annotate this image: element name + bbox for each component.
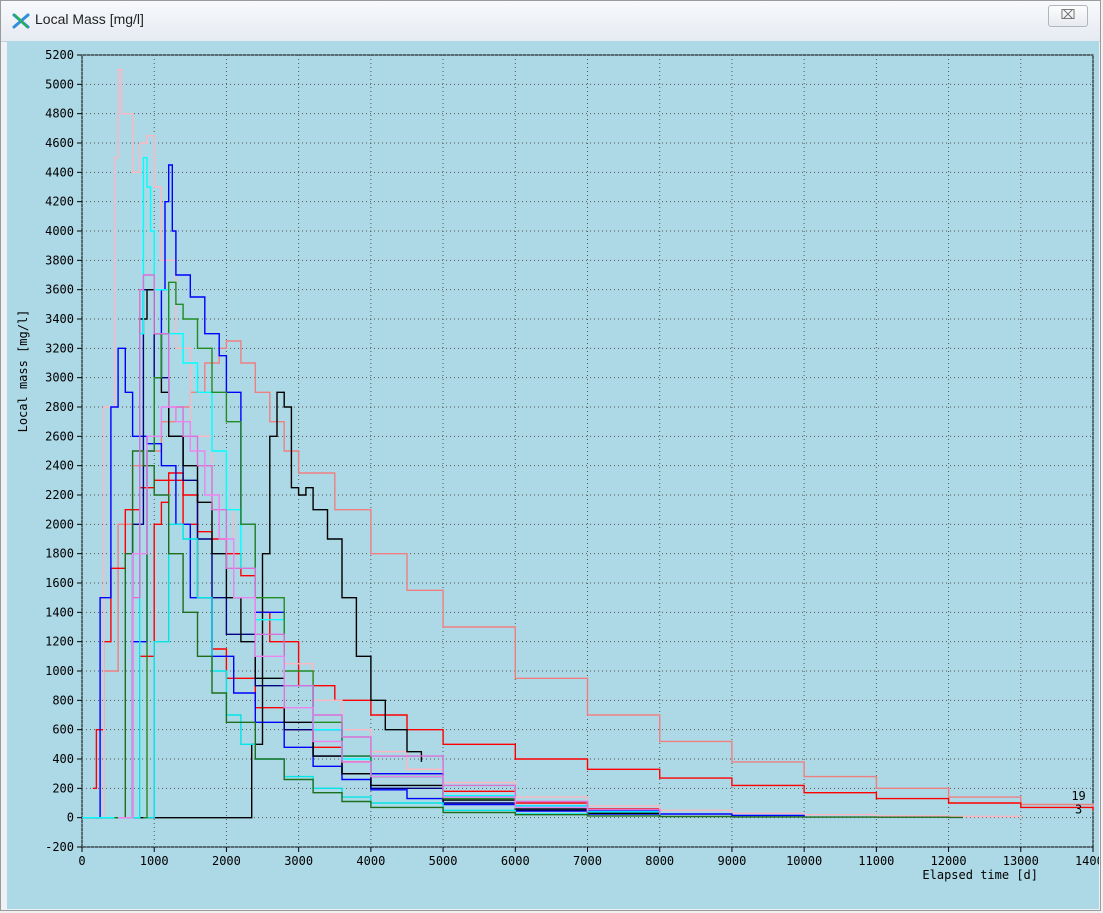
x-tick-label: 0 — [78, 854, 85, 868]
y-tick-label: 1600 — [45, 576, 74, 590]
y-tick-label: 2400 — [45, 459, 74, 473]
y-axis-label: Local mass [mg/l] — [16, 310, 30, 433]
y-tick-label: 800 — [52, 693, 74, 707]
y-tick-label: 3800 — [45, 253, 74, 267]
x-tick-label: 4000 — [356, 854, 385, 868]
series-line-15 — [118, 406, 589, 819]
cross-icon — [12, 13, 30, 29]
y-tick-label: 2200 — [45, 488, 74, 502]
y-tick-label: 4000 — [45, 224, 74, 238]
x-tick-label: 10000 — [786, 854, 822, 868]
x-tick-label: 3000 — [284, 854, 313, 868]
close-button[interactable]: ⌧ — [1048, 5, 1088, 27]
window-title: Local Mass [mg/l] — [35, 11, 144, 27]
x-tick-label: 8000 — [645, 854, 674, 868]
plot-area: 0 1000 2000 3000 4000 5000 6000 7000 8000 9000 100… — [7, 41, 1103, 909]
y-tick-label: -200 — [45, 840, 74, 854]
series-line-12 — [143, 281, 516, 819]
x-tick-label: 12000 — [931, 854, 967, 868]
y-tick-label: 5200 — [45, 48, 74, 62]
y-tick-label: 1200 — [45, 635, 74, 649]
y-tick-label: 1800 — [45, 547, 74, 561]
y-tick-label: 3400 — [45, 312, 74, 326]
x-axis-label: Elapsed time [d] — [922, 868, 1038, 882]
y-tick-label: 3200 — [45, 341, 74, 355]
y-tick-label: 600 — [52, 723, 74, 737]
title-bar[interactable]: Local Mass [mg/l] ⌧ — [1, 1, 1100, 42]
line-chart: 0 1000 2000 3000 4000 5000 6000 7000 8000 9000 100… — [16, 48, 1103, 882]
series-line-3 — [110, 479, 661, 819]
y-tick-label: 3600 — [45, 283, 74, 297]
y-tick-label: 1000 — [45, 664, 74, 678]
x-tick-label: 7000 — [573, 854, 602, 868]
series-line-9 — [82, 391, 423, 819]
y-tick-label: 5000 — [45, 77, 74, 91]
x-tick-label: 14000 — [1075, 854, 1099, 868]
annotation-label: 3 — [1075, 802, 1082, 816]
x-tick-label: 11000 — [858, 854, 894, 868]
y-tick-label: 2000 — [45, 517, 74, 531]
x-tick-label: 2000 — [212, 854, 241, 868]
y-tick-label: 4600 — [45, 136, 74, 150]
series-line-1 — [92, 340, 1094, 819]
x-tick-label: 6000 — [501, 854, 530, 868]
y-tick-label: 0 — [67, 811, 74, 825]
y-tick-label: 4800 — [45, 107, 74, 121]
x-tick-label: 9000 — [717, 854, 746, 868]
y-tick-label: 2600 — [45, 429, 74, 443]
y-tick-label: 4400 — [45, 165, 74, 179]
y-tick-label: 4200 — [45, 195, 74, 209]
y-tick-label: 400 — [52, 752, 74, 766]
y-tick-label: 1400 — [45, 605, 74, 619]
x-tick-label: 1000 — [140, 854, 169, 868]
x-tick-label: 5000 — [429, 854, 458, 868]
y-tick-label: 3000 — [45, 371, 74, 385]
y-tick-label: 2800 — [45, 400, 74, 414]
x-tick-label: 13000 — [1003, 854, 1039, 868]
y-tick-label: 200 — [52, 781, 74, 795]
annotation-label: 19 — [1071, 789, 1085, 803]
series-line-13 — [114, 450, 963, 819]
